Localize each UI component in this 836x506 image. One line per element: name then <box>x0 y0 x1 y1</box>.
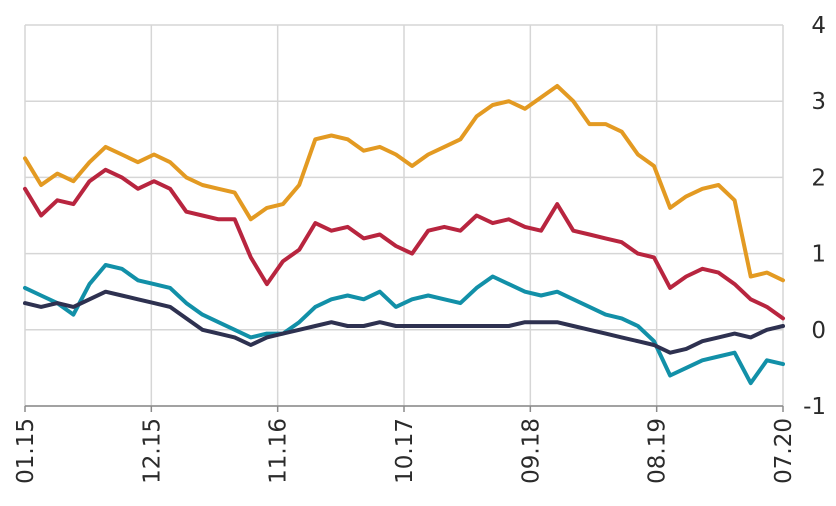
x-tick-label: 10.17 <box>392 418 418 484</box>
x-tick-label: 09.18 <box>518 418 544 484</box>
y-tick-label: 1 <box>811 242 826 268</box>
series-lines <box>23 84 785 386</box>
x-tick-label: 01.15 <box>13 418 39 484</box>
x-tick-label: 07.20 <box>771 418 797 484</box>
series-line-1 <box>23 84 785 283</box>
axes: 01.15 12.15 11.16 10.17 09.18 08.19 07.20 4 3 2 1 0… <box>13 13 826 484</box>
y-tick-label: 0 <box>811 318 826 344</box>
y-tick-label: 2 <box>811 165 826 191</box>
y-tick-label: 3 <box>811 89 826 115</box>
x-tick-label: 12.15 <box>139 418 165 484</box>
y-tick-label: -1 <box>803 394 826 420</box>
y-tick-label: 4 <box>811 13 826 39</box>
series-line-2 <box>23 167 785 321</box>
grid <box>24 24 784 407</box>
x-tick-label: 08.19 <box>645 418 671 484</box>
x-tick-label: 11.16 <box>266 418 292 484</box>
series-line-4 <box>23 289 785 355</box>
